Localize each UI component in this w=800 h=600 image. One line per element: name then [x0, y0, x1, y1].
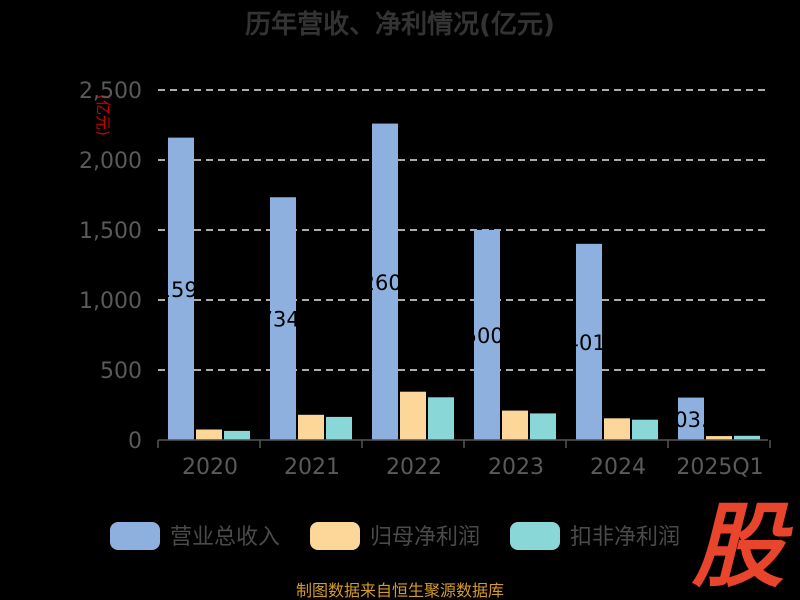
bar: [298, 414, 324, 440]
bar-value-label: 1500.6: [450, 324, 523, 348]
bar: [326, 416, 352, 440]
chart-title: 历年营收、净利情况(亿元): [245, 9, 555, 40]
bar: [706, 436, 732, 440]
brand-logo: 股: [691, 493, 793, 600]
y-tick-label: 2,500: [79, 79, 142, 104]
bar-value-label: 2260.2: [348, 271, 421, 295]
y-axis-label: (亿元): [94, 94, 112, 136]
bar: [400, 391, 426, 440]
legend-label: 归母净利润: [370, 525, 480, 550]
bar: [604, 418, 630, 440]
legend-swatch: [510, 522, 560, 550]
y-tick-label: 0: [128, 429, 142, 454]
x-axis: [157, 439, 771, 448]
legend-swatch: [110, 522, 160, 550]
legend-label: 扣非净利润: [570, 525, 680, 550]
bar: [576, 243, 602, 440]
bar-value-label: 1734.0: [246, 308, 319, 332]
y-axis-ticks: 0 500 1,000 1,500 2,000 2,500: [79, 79, 142, 454]
bar: [530, 413, 556, 440]
x-tick-label: 2023: [488, 455, 544, 480]
y-tick-label: 2,000: [79, 149, 142, 174]
legend: 营业总收入 归母净利润 扣非净利润: [110, 522, 680, 550]
x-axis-ticks: 2020 2021 2022 2023 2024 2025Q1: [182, 455, 764, 480]
x-tick-label: 2021: [284, 455, 340, 480]
source-note: 制图数据来自恒生聚源数据库: [296, 581, 504, 600]
bar: [372, 123, 398, 441]
x-tick-label: 2025Q1: [676, 455, 763, 480]
bar: [632, 419, 658, 440]
bar-value-label: 2159.9: [144, 278, 217, 302]
bar: [428, 397, 454, 440]
y-tick-label: 1,500: [79, 219, 142, 244]
bar: [734, 435, 760, 440]
bars: [168, 123, 760, 441]
y-tick-label: 500: [100, 359, 142, 384]
bar: [196, 429, 222, 440]
y-tick-label: 1,000: [79, 289, 142, 314]
x-tick-label: 2022: [386, 455, 442, 480]
gridlines: [158, 89, 768, 371]
bar-labels: 2159.9 1734.0 2260.2 1500.6 1401.2 303.1: [144, 271, 721, 432]
legend-swatch: [310, 522, 360, 550]
bar: [168, 137, 194, 440]
bar: [474, 229, 500, 440]
legend-label: 营业总收入: [170, 525, 280, 550]
bar-value-label: 303.1: [661, 408, 721, 432]
x-tick-label: 2024: [590, 455, 646, 480]
bar: [224, 430, 250, 440]
bar-value-label: 1401.2: [552, 331, 625, 355]
x-tick-label: 2020: [182, 455, 238, 480]
bar: [502, 410, 528, 440]
bar: [270, 197, 296, 440]
bar: [678, 397, 704, 440]
